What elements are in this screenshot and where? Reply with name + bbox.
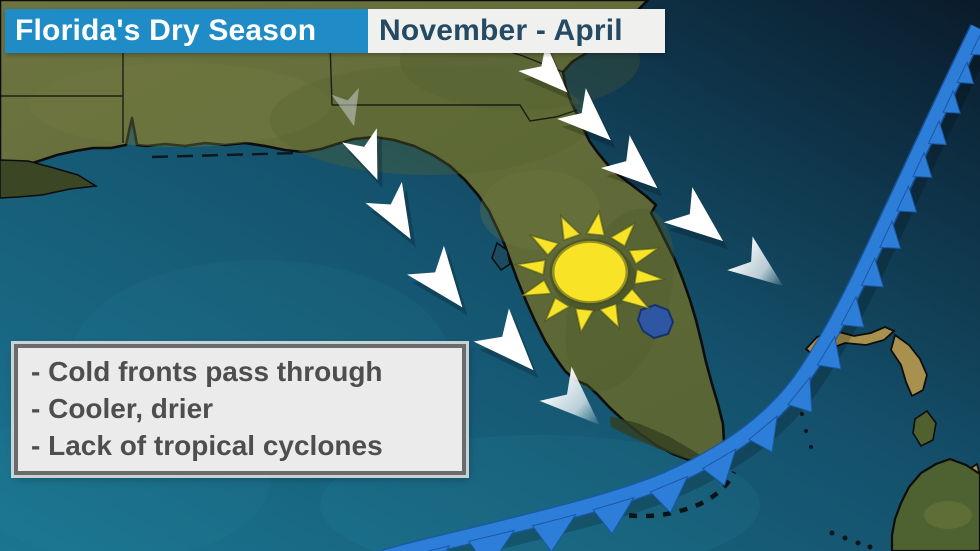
sun-ray (585, 209, 606, 237)
florida-keys (595, 471, 737, 519)
andros-island (912, 409, 937, 448)
sun-ray (598, 302, 621, 331)
sun-ray (633, 268, 667, 285)
wind-arrow (518, 43, 568, 93)
cold-front-tooth (467, 529, 516, 551)
cold-front-tooth (956, 60, 975, 85)
sun-ray (619, 287, 652, 311)
cold-front-tooth (879, 219, 902, 249)
abaco-island (890, 333, 928, 398)
sun-icon (513, 209, 667, 335)
title-right-segment: November - April (368, 9, 665, 53)
sun-ray (528, 233, 561, 257)
sun-ray (574, 307, 595, 335)
cold-front-tooth (912, 151, 933, 179)
mainland-and-florida (0, 0, 726, 463)
cold-front-tooth (860, 256, 884, 288)
wind-arrow (365, 181, 411, 240)
cold-front-tooth (787, 376, 813, 413)
wind-arrow (331, 87, 359, 127)
cold-front-tooth (969, 34, 980, 56)
wind-arrow (407, 245, 463, 308)
sun-ray (608, 221, 637, 248)
title-left-segment: Florida's Dry Season (5, 9, 368, 53)
wind-arrow (342, 128, 378, 180)
cold-front-tooth (942, 89, 961, 114)
small-cays (800, 412, 873, 550)
cold-front-tooth (592, 496, 635, 535)
info-item-no-cyclones: - Lack of tropical cyclones (31, 430, 383, 461)
info-item-cooler-drier: - Cooler, drier (31, 393, 214, 424)
wind-arrow (473, 308, 534, 371)
cold-front-tooth (531, 513, 577, 551)
cold-front-tooth (816, 335, 842, 370)
lake-okeechobee (636, 303, 675, 340)
wind-arrow (663, 187, 724, 242)
cold-front-tooth (748, 414, 778, 453)
land-texture (30, 10, 675, 392)
wind-arrow (600, 135, 658, 189)
sun-ray (518, 278, 553, 297)
cold-front-teeth (426, 34, 980, 551)
wind-arrow (557, 88, 611, 141)
sun-ray (559, 213, 582, 242)
date-range-label: November - April (379, 14, 623, 47)
sun-ray (513, 259, 547, 276)
info-box: - Cold fronts pass through - Cooler, dri… (14, 344, 466, 475)
cuba-highlight (924, 501, 972, 529)
cold-front-line (382, 24, 980, 551)
title-bar: Florida's Dry Season November - April (5, 9, 665, 53)
cold-front-tooth (701, 447, 737, 487)
cold-front-tooth (896, 184, 918, 213)
sun-ray (543, 296, 572, 323)
sun-disc (549, 238, 631, 306)
cold-front-tooth (426, 545, 451, 551)
cold-front (376, 24, 980, 551)
wind-arrow (727, 236, 784, 286)
cold-front-tooth (927, 119, 947, 146)
sun-ray (627, 247, 662, 266)
everglades (610, 416, 705, 459)
tampa-bay (491, 241, 511, 272)
wind-arrows (331, 43, 784, 425)
info-item-cold-fronts: - Cold fronts pass through (31, 356, 383, 387)
cold-front-tooth (840, 295, 865, 328)
wind-arrow (539, 366, 600, 425)
cold-front-tooth (649, 475, 689, 514)
louisiana-marsh (0, 159, 99, 199)
page-title: Florida's Dry Season (15, 14, 317, 47)
